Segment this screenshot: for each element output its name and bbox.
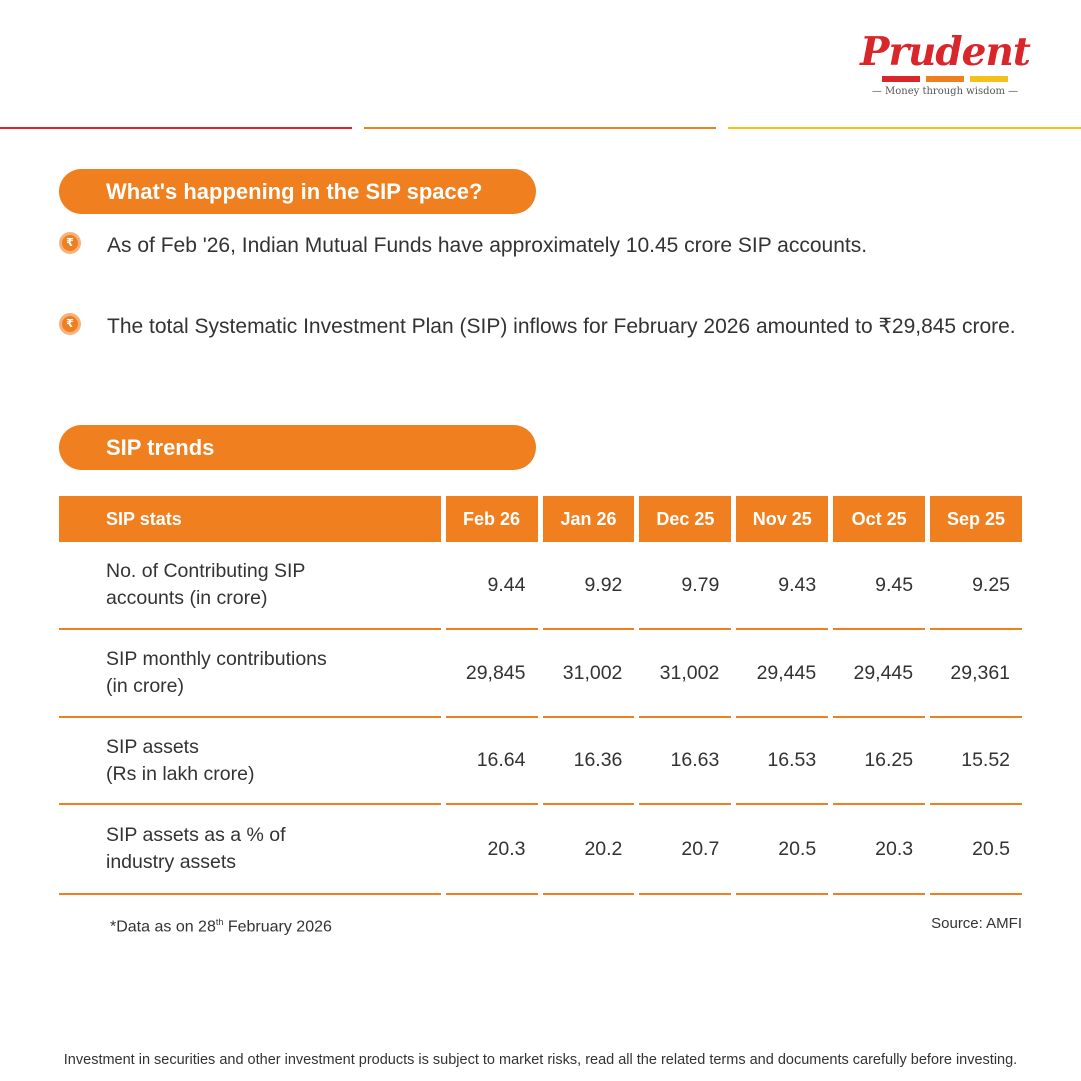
header-cell: Feb 26 [445, 496, 538, 542]
table-cell: 31,002 [639, 630, 732, 718]
header-cell: Dec 25 [639, 496, 732, 542]
table-cell: 9.92 [542, 542, 635, 630]
table-cell: 16.64 [445, 718, 538, 805]
table-cell: 31,002 [542, 630, 635, 718]
divider-yellow [728, 127, 1081, 129]
table-cell: 16.63 [639, 718, 732, 805]
bullet-text: The total Systematic Investment Plan (SI… [107, 315, 1016, 338]
disclaimer: Investment in securities and other inves… [63, 1052, 1018, 1068]
table-cell: 29,361 [930, 630, 1023, 718]
header-cell: Nov 25 [736, 496, 829, 542]
row-label: SIP assets (Rs in lakh crore) [59, 718, 441, 805]
rupee-icon: ₹ [59, 232, 81, 254]
table-cell: 16.25 [833, 718, 926, 805]
brand-color-bars [860, 76, 1030, 82]
table-cell: 29,445 [833, 630, 926, 718]
brand-name: Prudent [860, 29, 1031, 75]
row-label: SIP monthly contributions (in crore) [59, 630, 441, 718]
table-cell: 9.44 [445, 542, 538, 630]
bullet-item: ₹ The total Systematic Investment Plan (… [59, 309, 1032, 344]
table-cell: 16.36 [542, 718, 635, 805]
bullet-text: As of Feb '26, Indian Mutual Funds have … [107, 234, 868, 257]
divider-red [0, 127, 352, 129]
table-cell: 20.7 [639, 805, 732, 895]
header-cell: Sep 25 [930, 496, 1022, 542]
rupee-icon: ₹ [59, 313, 81, 335]
table-cell: 9.79 [639, 542, 732, 630]
sip-space-heading: What's happening in the SIP space? [59, 169, 536, 214]
table-cell: 9.25 [930, 542, 1023, 630]
table-row: SIP monthly contributions (in crore) 29,8… [59, 630, 1023, 718]
data-date-footnote: *Data as on 28th February 2026 [110, 917, 332, 936]
table-row: SIP assets (Rs in lakh crore) 16.64 16.36… [59, 718, 1023, 805]
sip-trends-heading: SIP trends [59, 425, 536, 470]
source-note: Source: AMFI [931, 915, 1022, 932]
row-label: No. of Contributing SIP accounts (in cror… [59, 542, 441, 630]
brand-tagline: — Money through wisdom — [871, 86, 1019, 97]
table-cell: 29,845 [445, 630, 538, 718]
table-row: SIP assets as a % of industry assets 20.3… [59, 805, 1023, 895]
table-cell: 20.3 [445, 805, 538, 895]
brand-logo: Prudent — Money through wisdom — [860, 29, 1031, 97]
table-cell: 20.5 [930, 805, 1023, 895]
table-cell: 9.45 [833, 542, 926, 630]
sip-stats-table: SIP stats Feb 26 Jan 26 Dec 25 Nov 25 Oc… [59, 496, 1023, 895]
divider-orange [364, 127, 716, 129]
table-cell: 29,445 [736, 630, 829, 718]
orange-bar [926, 76, 964, 82]
bullet-item: ₹ As of Feb '26, Indian Mutual Funds hav… [59, 228, 1032, 263]
yellow-bar [970, 76, 1008, 82]
header-cell: Oct 25 [833, 496, 926, 542]
table-cell: 15.52 [930, 718, 1023, 805]
red-bar [882, 76, 920, 82]
header-cell: SIP stats [59, 496, 441, 542]
table-cell: 20.5 [736, 805, 829, 895]
table-cell: 20.2 [542, 805, 635, 895]
header-cell: Jan 26 [542, 496, 635, 542]
table-cell: 20.3 [833, 805, 926, 895]
table-cell: 9.43 [736, 542, 829, 630]
table-cell: 16.53 [736, 718, 829, 805]
table-row: No. of Contributing SIP accounts (in cror… [59, 542, 1023, 630]
table-header-row: SIP stats Feb 26 Jan 26 Dec 25 Nov 25 Oc… [59, 496, 1022, 542]
row-label: SIP assets as a % of industry assets [59, 805, 441, 895]
